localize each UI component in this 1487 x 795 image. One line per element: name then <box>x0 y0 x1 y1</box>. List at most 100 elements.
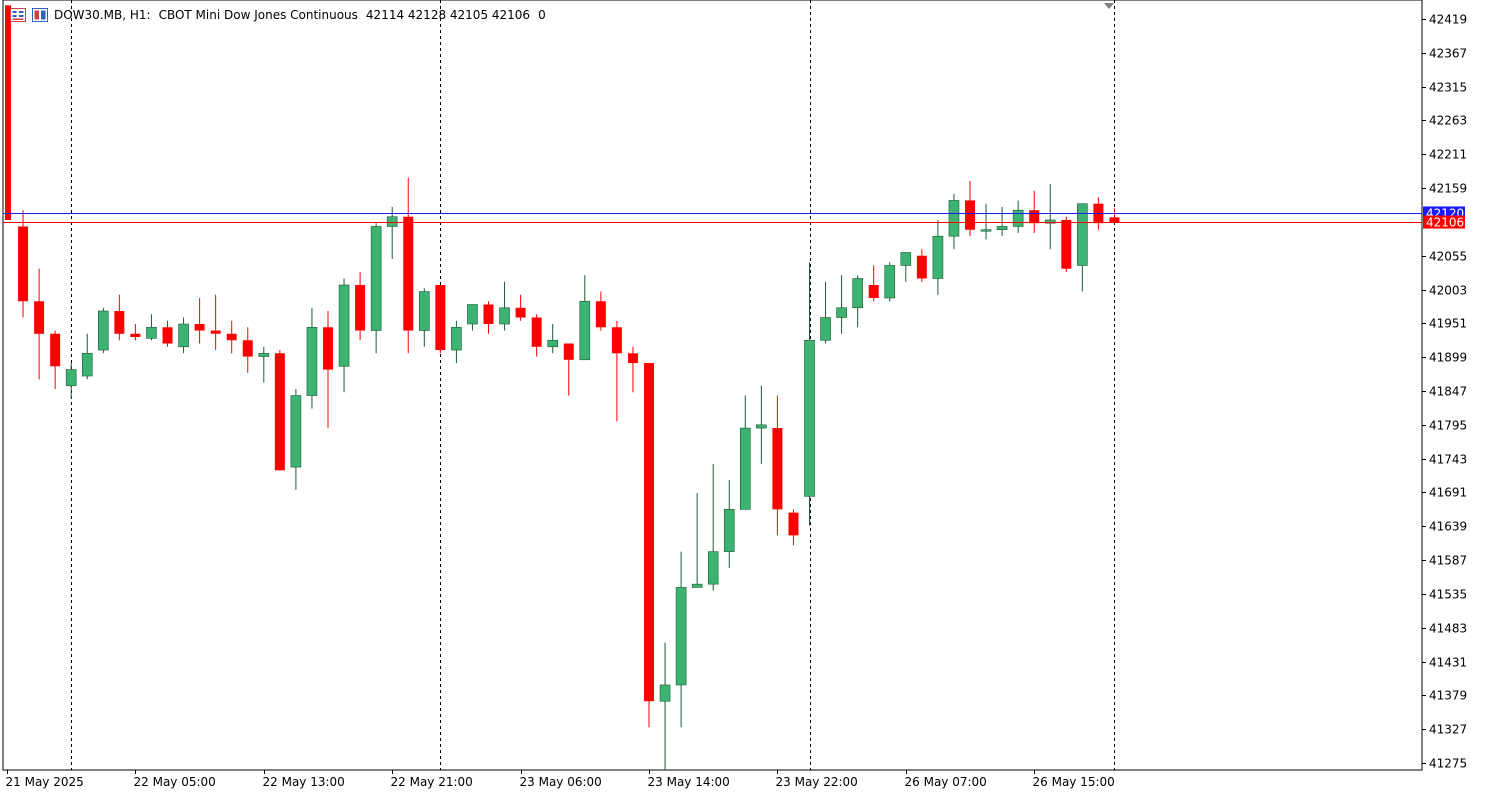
candle <box>659 642 671 770</box>
candle <box>852 275 863 328</box>
bearish-candle-body <box>194 324 205 331</box>
time-axis[interactable]: 21 May 2025 22 May 05:00 22 May 13:00 22 Ma… <box>6 770 1115 789</box>
bullish-candle-body <box>948 200 960 237</box>
price-tick-label: 41951 <box>1429 317 1467 331</box>
candle <box>81 333 93 380</box>
bearish-candle-body <box>965 200 975 230</box>
bearish-candle-body <box>916 255 927 279</box>
candle <box>756 385 767 464</box>
bearish-candle-body <box>595 301 606 328</box>
bearish-candle-body <box>611 327 622 354</box>
candle <box>884 262 896 302</box>
bearish-candle-body <box>5 5 11 220</box>
price-tick-label: 42419 <box>1429 13 1467 27</box>
bearish-candle-body <box>355 284 366 331</box>
bullish-candle-body <box>980 229 992 232</box>
bullish-candle-body <box>707 551 719 585</box>
candle <box>34 268 45 380</box>
bearish-candle-body <box>1029 210 1040 224</box>
candle <box>579 275 591 361</box>
chart-header: DOW30.MB, H1: CBOT Mini Dow Jones Contin… <box>10 6 554 24</box>
bullish-candle-body <box>820 317 831 341</box>
bearish-candle-body <box>130 333 141 338</box>
candle <box>130 324 141 341</box>
bullish-candle-body <box>451 326 462 351</box>
candle <box>210 294 221 351</box>
candle <box>338 278 350 393</box>
candle <box>675 551 687 728</box>
candle <box>707 463 719 591</box>
bullish-candle-body <box>467 304 478 325</box>
time-tick-label: 23 May 06:00 <box>520 775 602 789</box>
candle <box>65 363 77 399</box>
bearish-candle-body <box>788 512 799 536</box>
time-tick-label: 23 May 14:00 <box>648 775 730 789</box>
bullish-candle-body <box>290 395 302 468</box>
candle <box>836 275 847 334</box>
price-tick-label: 42263 <box>1429 114 1467 128</box>
bullish-candle-body <box>659 684 671 702</box>
price-tick-label: 42003 <box>1429 284 1467 298</box>
candle <box>418 288 430 347</box>
candle <box>739 395 751 510</box>
bearish-candle-body <box>868 284 879 298</box>
candle <box>948 193 960 250</box>
candle <box>691 493 703 588</box>
bullish-candle-body <box>852 278 863 309</box>
candle <box>451 320 462 364</box>
time-tick-label: 23 May 22:00 <box>776 775 858 789</box>
price-tick-label: 41639 <box>1429 520 1467 534</box>
candle <box>627 346 638 393</box>
bullish-candle-body <box>1077 203 1088 266</box>
candle <box>916 249 927 282</box>
candle <box>723 480 735 568</box>
bullish-candle-body <box>338 284 350 367</box>
candle <box>226 320 237 354</box>
bullish-candle-body <box>675 587 687 686</box>
quote-window-icon[interactable] <box>10 8 26 22</box>
time-tick-label: 22 May 13:00 <box>263 775 345 789</box>
price-tick-label: 41743 <box>1429 453 1467 467</box>
bid-price-tag-label: 42106 <box>1426 216 1464 230</box>
price-axis[interactable]: 42419 42367 42315 42263 42211 42159 42055 42003… <box>1422 13 1467 771</box>
candle <box>772 395 783 536</box>
bullish-candle-body <box>81 352 93 377</box>
candle <box>98 307 109 354</box>
bearish-candle-body <box>274 353 285 471</box>
candle <box>531 314 542 357</box>
time-tick-label: 22 May 05:00 <box>134 775 216 789</box>
candle <box>355 271 366 341</box>
candle <box>242 327 253 373</box>
bullish-candle-body <box>65 369 77 387</box>
candle <box>18 210 29 318</box>
bullish-candle-body <box>98 310 109 351</box>
price-tick-label: 41587 <box>1429 554 1467 568</box>
candle <box>386 206 398 259</box>
bullish-candle-body <box>370 226 382 331</box>
candle <box>804 262 815 526</box>
bullish-candle-body <box>547 339 559 348</box>
bullish-candle-body <box>579 300 591 361</box>
shift-marker-icon[interactable] <box>1104 3 1114 9</box>
bearish-candle-body <box>435 284 446 351</box>
price-tick-label: 41275 <box>1429 757 1467 771</box>
price-tick-label: 41431 <box>1429 656 1467 670</box>
candles <box>5 5 1120 770</box>
bearish-candle-body <box>50 333 61 367</box>
plot-area[interactable] <box>2 0 1423 771</box>
candle <box>932 219 944 295</box>
price-tick-label: 41379 <box>1429 689 1467 703</box>
time-tick-label: 26 May 15:00 <box>1033 775 1115 789</box>
candle <box>1029 190 1040 233</box>
candle <box>1077 203 1088 292</box>
one-click-trading-icon[interactable] <box>32 8 48 22</box>
bullish-candle-body <box>836 307 847 318</box>
bullish-candle-body <box>804 339 815 497</box>
bearish-candle-body <box>627 353 638 364</box>
candle <box>644 363 654 728</box>
bearish-candle-body <box>226 333 237 341</box>
candle <box>980 203 992 240</box>
bearish-candle-body <box>644 363 654 702</box>
